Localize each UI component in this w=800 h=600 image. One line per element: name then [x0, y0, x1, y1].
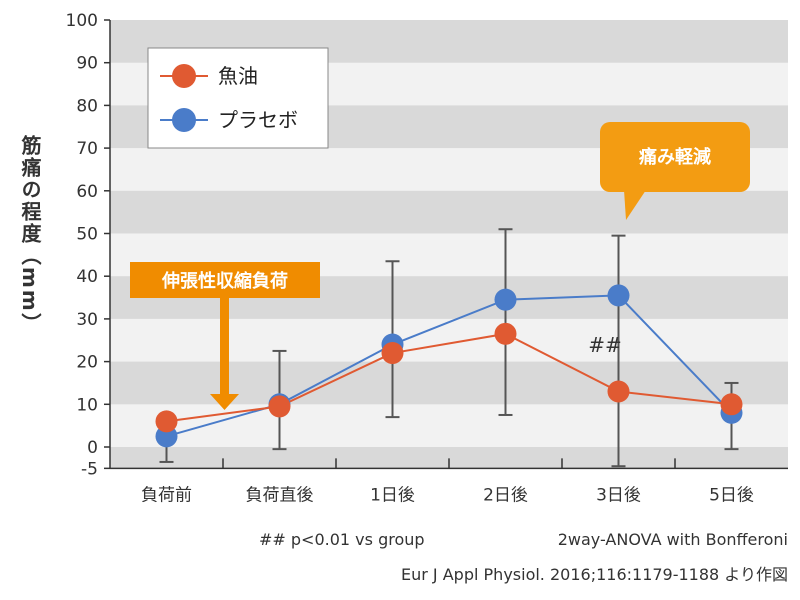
- legend: 魚油 プラセボ: [147, 47, 329, 149]
- x-category-label: 負荷前: [141, 485, 192, 505]
- y-tick-label: 30: [76, 310, 98, 330]
- y-tick-label: 70: [76, 139, 98, 159]
- data-point-fish-oil: [494, 322, 517, 345]
- series-lines: [166, 294, 733, 438]
- data-point-placebo: [494, 288, 517, 311]
- x-category-label: 5日後: [709, 485, 754, 505]
- load-arrow-head: [210, 394, 239, 410]
- y-tick-label: 100: [66, 11, 98, 31]
- series-points: [155, 284, 743, 448]
- y-tick-label: 40: [76, 267, 98, 287]
- data-point-fish-oil: [720, 393, 743, 416]
- legend-label-fish-oil: 魚油: [218, 64, 258, 88]
- series-line-fish-oil: [166, 332, 732, 423]
- y-tick-label: 60: [76, 182, 98, 202]
- footnote-source: Eur J Appl Physiol. 2016;116:1179-1188 よ…: [401, 565, 788, 584]
- pain-relief-bubble-tail: [624, 190, 646, 220]
- load-arrow-shaft: [220, 298, 229, 394]
- legend-marker-placebo: [172, 108, 196, 132]
- y-tick-label: 90: [76, 54, 98, 74]
- data-point-fish-oil: [155, 410, 178, 433]
- y-tick-label: 50: [76, 225, 98, 245]
- x-category-label: 1日後: [370, 485, 415, 505]
- data-point-placebo: [607, 284, 630, 307]
- x-axis-categories: 負荷前 負荷直後 1日後 2日後 3日後 5日後: [141, 485, 754, 505]
- pain-relief-text: 痛み軽減: [639, 146, 711, 168]
- data-point-fish-oil: [268, 395, 291, 418]
- significance-mark: ##: [588, 333, 622, 357]
- x-category-label: 2日後: [483, 485, 528, 505]
- legend-box: [147, 47, 329, 149]
- legend-marker-fish-oil: [172, 64, 196, 88]
- y-tick-label: 20: [76, 353, 98, 373]
- y-tick-label: -5: [81, 459, 98, 479]
- y-tick-label: 80: [76, 96, 98, 116]
- axes: [104, 19, 788, 470]
- data-point-fish-oil: [607, 380, 630, 403]
- y-tick-label: 0: [87, 438, 98, 458]
- footnote-test: 2way-ANOVA with Bonfferoni: [558, 530, 788, 549]
- x-category-label: 3日後: [596, 485, 641, 505]
- footnote-stat: ## p<0.01 vs group: [259, 530, 425, 549]
- y-axis-label: 筋痛の程度（mm）: [18, 134, 42, 335]
- load-callout-text: 伸張性収縮負荷: [161, 270, 288, 292]
- plot-band-dark: [110, 361, 788, 405]
- pain-relief-bubble: [600, 122, 750, 192]
- plot-band-dark: [110, 190, 788, 234]
- data-point-fish-oil: [381, 342, 404, 365]
- y-tick-label: 10: [76, 395, 98, 415]
- pain-relief-callout: 痛み軽減: [600, 122, 750, 220]
- load-callout: 伸張性収縮負荷: [130, 262, 320, 410]
- load-callout-box: [130, 262, 320, 298]
- x-category-label: 負荷直後: [246, 485, 314, 505]
- legend-label-placebo: プラセボ: [218, 108, 298, 132]
